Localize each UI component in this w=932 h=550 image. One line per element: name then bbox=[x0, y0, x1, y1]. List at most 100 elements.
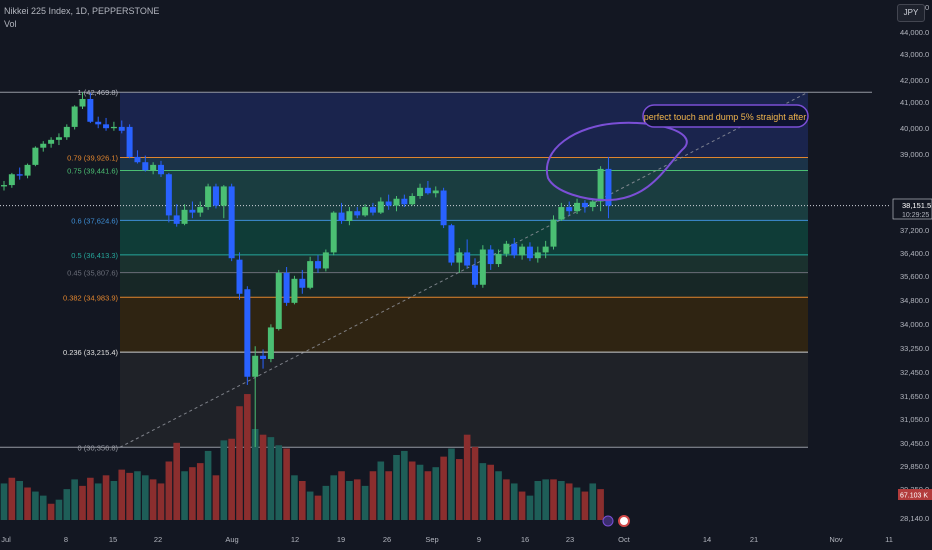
volume-bar bbox=[558, 481, 565, 520]
fib-level-label: 0.236 (33,215.4) bbox=[63, 348, 119, 357]
y-tick-label: 42,000.0 bbox=[900, 76, 929, 85]
x-tick-label: 11 bbox=[885, 535, 893, 544]
candle-body bbox=[291, 278, 298, 303]
candle-body bbox=[307, 261, 314, 288]
volume-bar bbox=[479, 463, 487, 520]
volume-bar bbox=[416, 464, 424, 520]
volume-bar bbox=[283, 448, 290, 520]
x-tick-label: Aug bbox=[225, 535, 238, 544]
x-tick-label: 23 bbox=[566, 535, 574, 544]
fib-level-label: 0 (30,356.8) bbox=[78, 443, 119, 452]
annotation-layer[interactable]: perfect touch and dump 5% straight after bbox=[545, 104, 809, 202]
volume-bar bbox=[495, 471, 502, 520]
volume-bar bbox=[8, 477, 16, 520]
candle-body bbox=[244, 289, 251, 377]
currency-button[interactable]: JPY bbox=[897, 4, 925, 22]
volume-bar bbox=[534, 481, 542, 520]
volume-bar bbox=[87, 477, 94, 520]
candle-body bbox=[401, 198, 408, 205]
candle-body bbox=[197, 207, 204, 213]
volume-bar bbox=[306, 491, 314, 520]
candle-body bbox=[417, 187, 424, 196]
candle-body bbox=[597, 168, 604, 202]
candle-body bbox=[71, 106, 78, 127]
volume-bar bbox=[16, 481, 23, 520]
candle-body bbox=[63, 126, 70, 138]
candle-body bbox=[79, 98, 86, 107]
volume-bar bbox=[134, 471, 141, 520]
volume-bar bbox=[408, 461, 416, 520]
x-tick-label: 15 bbox=[109, 535, 117, 544]
fibonacci-retracement[interactable]: 1 (42,469.8) 0.79 (39,926.1) 0.75 (39,441.… bbox=[0, 88, 872, 452]
volume-bar bbox=[330, 475, 337, 520]
volume-bar bbox=[149, 479, 157, 520]
candle-body bbox=[134, 156, 141, 163]
annotation-callout bbox=[642, 104, 809, 128]
candle-body bbox=[16, 174, 23, 176]
volume-bars bbox=[0, 394, 604, 520]
candle-body bbox=[354, 211, 361, 216]
fib-level-label: 0.5 (36,413.3) bbox=[71, 251, 118, 260]
y-tick-label: 44,000.0 bbox=[900, 28, 929, 37]
candle-body bbox=[362, 207, 369, 216]
volume-indicator-label[interactable]: Vol bbox=[4, 19, 17, 29]
x-tick-label: 8 bbox=[64, 535, 68, 544]
candle-body bbox=[456, 252, 463, 263]
fib-level-label: 0.45 (35,807.6) bbox=[67, 269, 118, 278]
volume-bar bbox=[573, 487, 581, 520]
volume-bar bbox=[220, 440, 228, 520]
symbol-title: Nikkei 225 Index, 1D, PEPPERSTONE bbox=[4, 6, 160, 16]
volume-bar bbox=[361, 485, 369, 520]
volume-bar bbox=[212, 475, 220, 520]
candle-body bbox=[479, 249, 486, 285]
candle-body bbox=[260, 355, 267, 359]
candle-body bbox=[330, 212, 337, 253]
candle-body bbox=[519, 246, 526, 256]
candle-body bbox=[48, 139, 55, 144]
annotation-text: perfect touch and dump 5% straight after bbox=[644, 112, 807, 122]
volume-bar bbox=[32, 491, 39, 520]
volume-bar bbox=[236, 406, 243, 520]
y-tick-label: 36,400.0 bbox=[900, 249, 929, 258]
candle-body bbox=[110, 126, 117, 129]
fib-zone bbox=[120, 352, 808, 448]
candle-body bbox=[236, 259, 243, 294]
candle-body bbox=[315, 261, 321, 269]
volume-bar bbox=[267, 437, 275, 520]
fib-zone bbox=[120, 157, 808, 171]
candle-body bbox=[503, 243, 510, 254]
candle-body bbox=[526, 246, 533, 259]
volume-bar bbox=[385, 471, 392, 520]
fib-level-label: 1 (42,469.8) bbox=[78, 88, 119, 97]
volume-bar bbox=[440, 456, 447, 520]
volume-bar bbox=[432, 467, 440, 520]
volume-bar bbox=[377, 461, 385, 520]
volume-bar bbox=[597, 489, 604, 520]
candle-body bbox=[409, 195, 416, 205]
volume-bar bbox=[542, 479, 549, 520]
candle-body bbox=[558, 207, 565, 220]
volume-bar bbox=[401, 450, 408, 520]
volume-bar bbox=[471, 446, 479, 520]
volume-bar bbox=[275, 445, 283, 520]
candle-body bbox=[322, 252, 329, 269]
price-badge-price: 38,151.5 bbox=[902, 201, 931, 210]
volume-bar bbox=[165, 461, 173, 520]
x-tick-label: 16 bbox=[521, 535, 529, 544]
candle-body bbox=[181, 209, 188, 224]
volume-bar bbox=[251, 429, 259, 520]
x-tick-label: Oct bbox=[618, 535, 631, 544]
x-tick-label: 12 bbox=[291, 535, 299, 544]
candle-body bbox=[385, 201, 392, 206]
volume-bar bbox=[393, 455, 400, 520]
volume-bar bbox=[565, 483, 573, 520]
candle-body bbox=[534, 252, 541, 259]
candle-body bbox=[432, 190, 439, 194]
volume-bar bbox=[314, 495, 322, 520]
candle-body bbox=[283, 272, 290, 303]
volume-bar bbox=[47, 503, 55, 520]
volume-bar bbox=[63, 489, 71, 520]
candle-body bbox=[142, 162, 149, 171]
y-tick-label: 40,000.0 bbox=[900, 124, 929, 133]
